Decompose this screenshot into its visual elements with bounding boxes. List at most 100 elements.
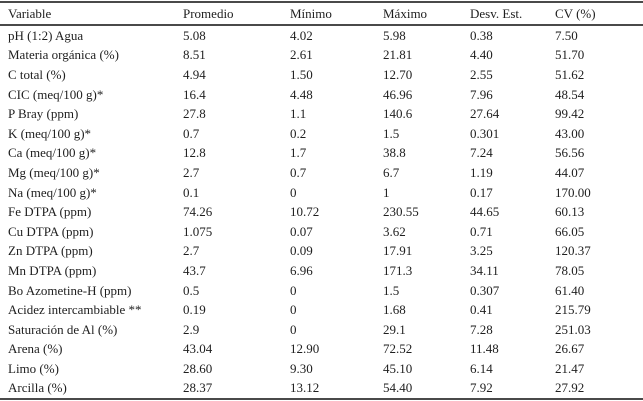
table-row: C total (%) 4.94 1.50 12.70 2.55 51.62 bbox=[0, 65, 643, 85]
value-cell: 43.7 bbox=[183, 262, 206, 278]
value-cell: 0.301 bbox=[470, 125, 500, 141]
table-row: Saturación de Al (%) 2.9 0 29.1 7.28 251.03 bbox=[0, 320, 643, 340]
value-cell: 1.19 bbox=[470, 164, 493, 180]
value-cell: 43.04 bbox=[183, 341, 213, 357]
value-cell: 74.26 bbox=[183, 204, 213, 220]
table-row: Mg (meq/100 g)* 2.7 0.7 6.7 1.19 44.07 bbox=[0, 163, 643, 183]
variable-cell: Acidez intercambiable ** bbox=[8, 302, 142, 318]
value-cell: 51.62 bbox=[555, 66, 585, 82]
value-cell: 13.12 bbox=[290, 380, 320, 396]
value-cell: 27.92 bbox=[555, 380, 585, 396]
value-cell: 1.075 bbox=[183, 223, 213, 239]
table-row: K (meq/100 g)* 0.7 0.2 1.5 0.301 43.00 bbox=[0, 124, 643, 144]
variable-cell: Arcilla (%) bbox=[8, 380, 67, 396]
table-body: pH (1:2) Agua 5.08 4.02 5.98 0.38 7.50 Materia… bbox=[0, 25, 643, 399]
variable-cell: Arena (%) bbox=[8, 341, 63, 357]
value-cell: 12.8 bbox=[183, 145, 206, 161]
value-cell: 9.30 bbox=[290, 360, 313, 376]
value-cell: 1.7 bbox=[290, 145, 307, 161]
variable-cell: Materia orgánica (%) bbox=[8, 47, 119, 63]
value-cell: 215.79 bbox=[555, 302, 591, 318]
value-cell: 60.13 bbox=[555, 204, 585, 220]
value-cell: 34.11 bbox=[470, 262, 499, 278]
value-cell: 3.25 bbox=[470, 243, 493, 259]
table-row: Na (meq/100 g)* 0.1 0 1 0.17 170.00 bbox=[0, 183, 643, 203]
value-cell: 2.9 bbox=[183, 321, 200, 337]
value-cell: 0.7 bbox=[290, 164, 307, 180]
variable-cell: Na (meq/100 g)* bbox=[8, 184, 97, 200]
value-cell: 7.96 bbox=[470, 86, 493, 102]
variable-cell: Cu DTPA (ppm) bbox=[8, 223, 94, 239]
value-cell: 170.00 bbox=[555, 184, 591, 200]
value-cell: 43.00 bbox=[555, 125, 585, 141]
value-cell: 29.1 bbox=[383, 321, 406, 337]
value-cell: 2.61 bbox=[290, 47, 313, 63]
value-cell: 1.1 bbox=[290, 106, 307, 122]
value-cell: 16.4 bbox=[183, 86, 206, 102]
value-cell: 27.64 bbox=[470, 106, 500, 122]
column-header: Máximo bbox=[383, 5, 428, 21]
variable-cell: Zn DTPA (ppm) bbox=[8, 243, 93, 259]
value-cell: 26.67 bbox=[555, 341, 585, 357]
value-cell: 0 bbox=[290, 321, 297, 337]
table-row: P Bray (ppm) 27.8 1.1 140.6 27.64 99.42 bbox=[0, 104, 643, 124]
value-cell: 1 bbox=[383, 184, 390, 200]
table-row: CIC (meq/100 g)* 16.4 4.48 46.96 7.96 48.54 bbox=[0, 85, 643, 105]
value-cell: 56.56 bbox=[555, 145, 585, 161]
value-cell: 0.19 bbox=[183, 302, 206, 318]
value-cell: 28.37 bbox=[183, 380, 213, 396]
value-cell: 140.6 bbox=[383, 106, 413, 122]
variable-cell: P Bray (ppm) bbox=[8, 106, 79, 122]
value-cell: 11.48 bbox=[470, 341, 499, 357]
value-cell: 0.71 bbox=[470, 223, 493, 239]
value-cell: 7.24 bbox=[470, 145, 493, 161]
value-cell: 4.02 bbox=[290, 27, 313, 43]
value-cell: 61.40 bbox=[555, 282, 585, 298]
value-cell: 230.55 bbox=[383, 204, 419, 220]
value-cell: 46.96 bbox=[383, 86, 413, 102]
column-header: Mínimo bbox=[290, 5, 332, 21]
table-row: pH (1:2) Agua 5.08 4.02 5.98 0.38 7.50 bbox=[0, 25, 643, 46]
value-cell: 2.7 bbox=[183, 164, 200, 180]
value-cell: 251.03 bbox=[555, 321, 591, 337]
value-cell: 6.96 bbox=[290, 262, 313, 278]
column-header: Desv. Est. bbox=[470, 5, 523, 21]
value-cell: 99.42 bbox=[555, 106, 585, 122]
value-cell: 7.28 bbox=[470, 321, 493, 337]
table-row: Mn DTPA (ppm) 43.7 6.96 171.3 34.11 78.05 bbox=[0, 261, 643, 281]
table-row: Cu DTPA (ppm) 1.075 0.07 3.62 0.71 66.05 bbox=[0, 222, 643, 242]
value-cell: 8.51 bbox=[183, 47, 206, 63]
variable-cell: Fe DTPA (ppm) bbox=[8, 204, 92, 220]
value-cell: 27.8 bbox=[183, 106, 206, 122]
value-cell: 1.5 bbox=[383, 282, 400, 298]
header-row: Variable Promedio Mínimo Máximo Desv. Est. CV… bbox=[0, 2, 643, 25]
table-row: Bo Azometine-H (ppm) 0.5 0 1.5 0.307 61.40 bbox=[0, 281, 643, 301]
value-cell: 0.38 bbox=[470, 27, 493, 43]
variable-cell: Mn DTPA (ppm) bbox=[8, 262, 97, 278]
value-cell: 3.62 bbox=[383, 223, 406, 239]
value-cell: 0.09 bbox=[290, 243, 313, 259]
value-cell: 1.50 bbox=[290, 66, 313, 82]
table-row: Limo (%) 28.60 9.30 45.10 6.14 21.47 bbox=[0, 359, 643, 379]
value-cell: 4.48 bbox=[290, 86, 313, 102]
value-cell: 10.72 bbox=[290, 204, 320, 220]
column-header: Promedio bbox=[183, 5, 234, 21]
value-cell: 44.65 bbox=[470, 204, 500, 220]
value-cell: 0.307 bbox=[470, 282, 500, 298]
value-cell: 54.40 bbox=[383, 380, 413, 396]
value-cell: 45.10 bbox=[383, 360, 413, 376]
value-cell: 7.92 bbox=[470, 380, 493, 396]
value-cell: 0.1 bbox=[183, 184, 200, 200]
value-cell: 38.8 bbox=[383, 145, 406, 161]
value-cell: 7.50 bbox=[555, 27, 578, 43]
value-cell: 0 bbox=[290, 302, 297, 318]
table-row: Zn DTPA (ppm) 2.7 0.09 17.91 3.25 120.37 bbox=[0, 242, 643, 262]
value-cell: 28.60 bbox=[183, 360, 213, 376]
variable-cell: Limo (%) bbox=[8, 360, 59, 376]
value-cell: 12.70 bbox=[383, 66, 413, 82]
value-cell: 12.90 bbox=[290, 341, 320, 357]
value-cell: 78.05 bbox=[555, 262, 585, 278]
value-cell: 171.3 bbox=[383, 262, 413, 278]
value-cell: 4.40 bbox=[470, 47, 493, 63]
